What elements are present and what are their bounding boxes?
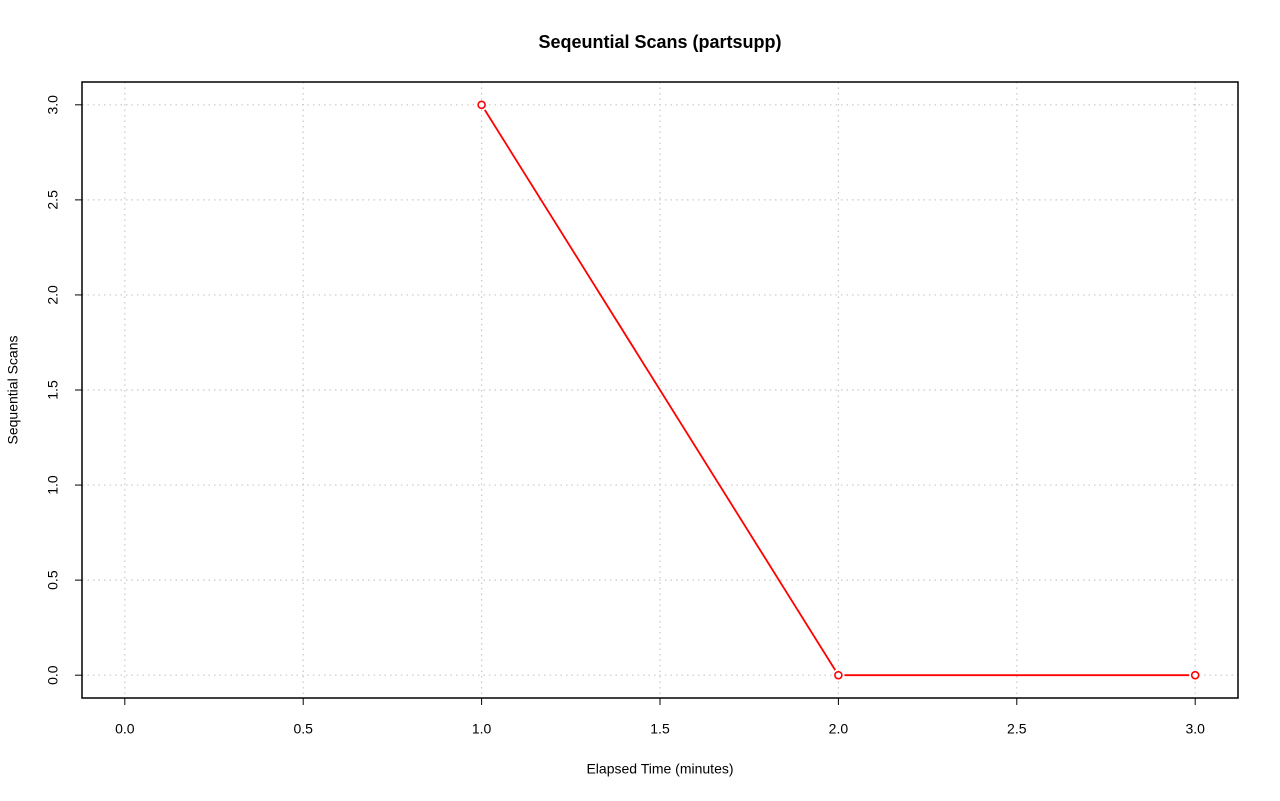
x-tick-label: 2.5 xyxy=(1007,721,1027,737)
y-tick-label: 0.0 xyxy=(45,665,61,685)
chart-title: Seqeuntial Scans (partsupp) xyxy=(538,32,781,52)
x-tick-label: 1.0 xyxy=(472,721,492,737)
plot-frame xyxy=(81,81,1239,699)
y-tick-label: 2.0 xyxy=(45,285,61,305)
data-point xyxy=(1190,670,1200,680)
x-tick-label: 0.0 xyxy=(115,721,135,737)
y-tick-label: 1.5 xyxy=(45,380,61,400)
y-axis-label: Sequential Scans xyxy=(5,336,21,445)
line-segment xyxy=(484,109,836,671)
y-tick-label: 1.0 xyxy=(45,475,61,495)
y-tick-label: 3.0 xyxy=(45,95,61,115)
x-tick-label: 2.0 xyxy=(829,721,849,737)
y-tick-label: 2.5 xyxy=(45,190,61,210)
x-tick-label: 3.0 xyxy=(1185,721,1205,737)
x-tick-label: 1.5 xyxy=(650,721,670,737)
x-axis-label: Elapsed Time (minutes) xyxy=(586,761,733,777)
data-point xyxy=(477,100,486,110)
x-tick-label: 0.5 xyxy=(293,721,313,737)
y-tick-label: 0.5 xyxy=(45,570,61,590)
data-point xyxy=(834,670,843,680)
